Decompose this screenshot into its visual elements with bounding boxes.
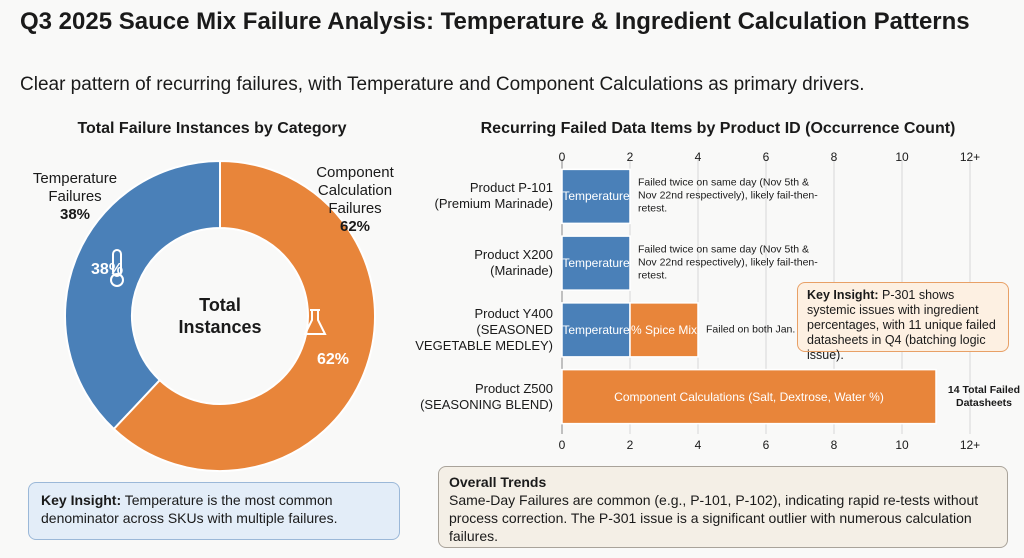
x-tick-label: 8 [830,438,838,452]
bar-segment [629,302,699,358]
callout-label: Key Insight: [807,288,879,302]
segment-label: Component Calculations (Salt, Dextrose, … [614,389,884,404]
overall-trends-box: Overall Trends Same-Day Failures are com… [438,466,1008,548]
annotation: 14 Total Failed Datasheets [947,383,1021,409]
chart-title: Total Failure Instances by Category [77,120,347,137]
bar-segment [561,302,631,358]
callout-text: P-301 shows systemic issues with ingredi… [807,288,996,362]
callout-box: Key Insight: P-301 shows systemic issues… [797,282,1009,362]
trends-text: Same-Day Failures are common (e.g., P-10… [449,492,979,544]
page-subtitle: Clear pattern of recurring failures, wit… [20,74,865,95]
x-tick-label: 6 [762,438,770,452]
x-tick-label: 0 [558,438,566,452]
icon [110,273,124,287]
category-line: VEGETABLE MEDLEY) [415,337,553,353]
x-tick-label: 12+ [959,150,981,164]
x-tick-label: 0 [558,150,566,164]
inner-value-label: 38% [91,261,124,279]
icon [112,249,122,277]
category-line: Product Y400 [474,305,553,321]
segment-label: Temperature [562,322,630,337]
trends-title: Overall Trends [449,474,547,490]
x-tick-label: 6 [762,150,770,164]
category-label: Temperature Failures 38% [20,170,130,224]
x-tick-label: 12+ [959,438,981,452]
category-line: (SEASONING BLEND) [420,396,553,412]
category-line: (Marinade) [490,263,553,279]
y-tick-label: Product Y400 (SEASONED VEGETABLE MEDLEY) [380,306,553,354]
key-insight-box: Key Insight: Temperature is the most com… [28,482,400,540]
value-label: 62% [339,218,371,235]
y-tick-label: Product P-101 (Premium Marinade) [380,180,553,212]
category-name: Component Calculation Failures [316,164,394,217]
x-tick-label: 10 [895,438,909,452]
bar-segment [561,235,631,291]
segment-label: Temperature [562,256,630,271]
annotation: Failed twice on same day (Nov 5th & Nov … [638,243,818,282]
x-tick-label: 2 [626,150,634,164]
y-tick-label: Product X200 (Marinade) [380,247,553,279]
segment-label: Temperature [562,189,630,204]
annotation: Failed twice on same day (Nov 5th & Nov … [638,176,818,215]
x-tick-label: 10 [895,150,909,164]
category-line: (Premium Marinade) [434,196,553,212]
category-line: (SEASONED [476,321,553,337]
center-label: Total Instances [178,295,262,337]
bar-segment [561,368,937,425]
chart-title: Recurring Failed Data Items by Product I… [480,120,956,137]
x-tick-label: 4 [694,438,702,452]
icon [303,309,327,335]
annotation: Failed on both Jan. [706,323,796,336]
category-line: Product Z500 [474,380,553,396]
bar-segment [561,168,631,225]
donut-segment [64,159,221,431]
x-tick-label: 4 [694,150,702,164]
x-tick-label: 8 [830,150,838,164]
key-insight-text: Temperature is the most common denominat… [41,492,338,526]
category-line: Product P-101 [469,180,553,196]
x-tick-label: 2 [626,438,634,452]
segment-label: % Spice Mix [630,322,698,337]
key-insight-label: Key Insight: [41,492,122,508]
category-label: Component Calculation Failures 62% [300,164,410,236]
donut-segment [112,159,376,472]
y-tick-label: Product Z500 (SEASONING BLEND) [380,381,553,413]
value-label: 38% [59,206,91,223]
page-title: Q3 2025 Sauce Mix Failure Analysis: Temp… [20,8,970,35]
inner-value-label: 62% [316,350,349,368]
category-line: Product X200 [474,247,553,263]
category-name: Temperature Failures [32,170,118,205]
